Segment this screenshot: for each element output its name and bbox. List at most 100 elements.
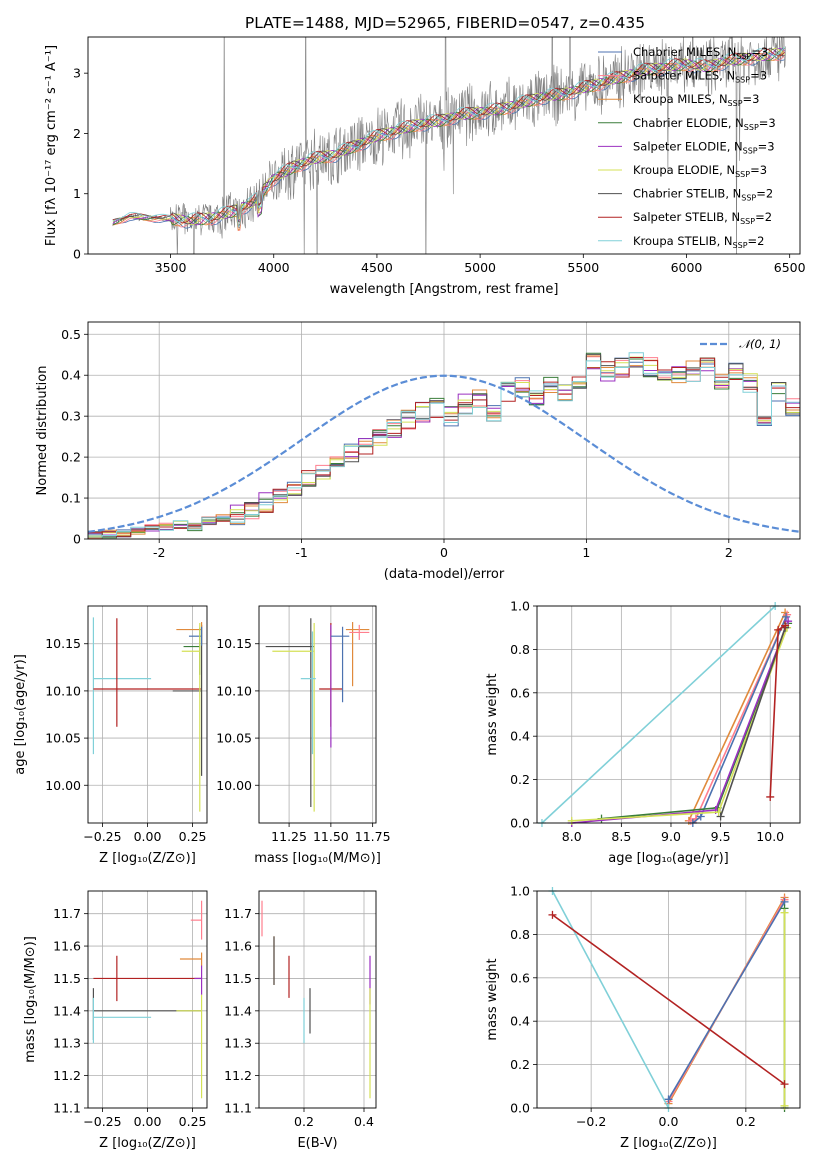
model-line-7 xyxy=(112,48,785,225)
model-line-1 xyxy=(112,52,785,229)
y-axis-label: mass weight xyxy=(485,673,500,755)
x-tick-label: 10.0 xyxy=(756,829,784,844)
y-tick-label: 0.6 xyxy=(510,685,530,700)
x-tick-label: 0 xyxy=(440,545,448,560)
x-tick-label: 11.50 xyxy=(313,829,349,844)
x-tick-label: 9.5 xyxy=(711,829,731,844)
x-tick-label: 0.25 xyxy=(179,829,207,844)
x-tick-label: 2 xyxy=(725,545,733,560)
y-tick-label: 0.0 xyxy=(510,1101,530,1116)
weight-line-1 xyxy=(688,612,786,822)
age_vs_z-frame xyxy=(87,605,208,824)
y-tick-label: 0 xyxy=(73,532,81,547)
x-tick-label: 5500 xyxy=(567,260,599,275)
spectrum-frame xyxy=(87,36,801,255)
y-tick-label: 0.2 xyxy=(510,772,530,787)
y-tick-label: 0 xyxy=(73,247,81,262)
x-tick-label: 8.0 xyxy=(562,829,582,844)
residuals-axes: -2 -1 0 1 2 0 0.1 0.2 0.3 0.4 0.5 (data-model)/erro… xyxy=(35,322,800,582)
y-tick-label: 10.00 xyxy=(45,778,81,793)
x-tick-label: 0.2 xyxy=(294,1114,314,1129)
age_vs_mass-plot xyxy=(265,618,370,812)
mass_vs_z-frame xyxy=(87,890,208,1109)
y-tick-label: 11.5 xyxy=(53,971,81,986)
y-axis-label: mass [log₁₀(M/M⊙)] xyxy=(23,936,38,1063)
y-tick-label: 0.6 xyxy=(510,970,530,985)
weight-line-8 xyxy=(769,624,786,798)
residuals-plot xyxy=(88,352,800,539)
y-tick-label: 11.6 xyxy=(53,939,81,954)
x-tick-label: -2 xyxy=(153,545,165,560)
residual-histogram-9 xyxy=(88,352,800,538)
y-tick-label: 10.10 xyxy=(45,683,81,698)
legend-entry: Kroupa STELIB, NSSP=2 xyxy=(633,234,764,250)
x-axis-label: wavelength [Angstrom, rest frame] xyxy=(330,282,559,297)
weight-marker xyxy=(780,1080,789,1089)
weight-marker xyxy=(784,617,793,626)
weight-marker xyxy=(774,625,783,634)
residual-histogram-7 xyxy=(88,353,800,538)
x-tick-label: 5000 xyxy=(464,260,496,275)
weight-marker xyxy=(567,816,576,825)
weight-marker xyxy=(780,1101,789,1110)
x-tick-label: 0.0 xyxy=(659,1114,679,1129)
y-tick-label: 11.2 xyxy=(53,1068,81,1083)
x-tick-label: 11.75 xyxy=(355,829,391,844)
weight-line-6 xyxy=(571,627,788,822)
age_vs_mass-frame xyxy=(258,605,377,824)
y-tick-label: 0.3 xyxy=(61,409,81,424)
x-tick-label: 4000 xyxy=(258,260,290,275)
model-line-6 xyxy=(112,48,785,226)
y-tick-label: 11.7 xyxy=(224,906,252,921)
mass_vs_z-plot xyxy=(92,900,203,1099)
x-axis-label: E(B-V) xyxy=(297,1136,337,1151)
legend-entry: Salpeter ELODIE, NSSP=3 xyxy=(633,139,775,155)
y-tick-label: 10.10 xyxy=(216,683,252,698)
x-tick-label: 3500 xyxy=(155,260,187,275)
legend-entry: Chabrier STELIB, NSSP=2 xyxy=(633,187,773,203)
legend-entry: Salpeter MILES, NSSP=3 xyxy=(633,69,767,85)
x-axis-label: Z [log₁₀(Z/Z⊙)] xyxy=(620,1136,717,1151)
x-axis-label: (data-model)/error xyxy=(384,567,505,582)
legend-entry: Chabrier MILES, NSSP=3 xyxy=(633,45,768,61)
y-tick-label: 10.00 xyxy=(216,778,252,793)
weight-marker xyxy=(781,621,790,630)
y-tick-label: 11.5 xyxy=(224,971,252,986)
x-tick-label: 4500 xyxy=(361,260,393,275)
y-axis-label: age [log₁₀(age/yr)] xyxy=(13,654,28,775)
x-tick-label: 0.00 xyxy=(134,1114,162,1129)
y-tick-label: 0.0 xyxy=(510,816,530,831)
spectrum-axes: 3500 4000 4500 5000 5500 6000 6500 0 1 2 3 waveleng… xyxy=(44,45,806,297)
gaussian-curve xyxy=(88,374,800,533)
age_vs_z-axes: −0.25 0.00 0.25 10.00 10.05 10.10 10.15 Z [log₁… xyxy=(13,606,207,866)
x-axis-label: mass [log₁₀(M/M⊙)] xyxy=(254,851,381,866)
weight-marker xyxy=(664,1095,673,1104)
age_vs_mass-axes: 11.25 11.50 11.75 10.00 10.05 10.10 10.15 mass … xyxy=(216,606,391,866)
legend-entry: Chabrier ELODIE, NSSP=3 xyxy=(633,116,776,132)
legend-entry: Kroupa MILES, NSSP=3 xyxy=(633,92,759,108)
age_vs_z-plot xyxy=(92,617,203,812)
x-tick-label: 9.0 xyxy=(661,829,681,844)
weight-line-2 xyxy=(690,614,788,822)
y-tick-label: 1.0 xyxy=(510,884,530,899)
y-axis-label: Normed distribution xyxy=(35,366,50,496)
weight_vs_z-plot xyxy=(548,887,789,1112)
y-tick-label: 0.5 xyxy=(61,327,81,342)
y-tick-label: 1.0 xyxy=(510,599,530,614)
weight-line-4 xyxy=(601,623,789,820)
mass_vs_ebv-axes: 0.2 0.4 11.1 11.2 11.3 11.4 11.5 11.6 11.7 E(B-V) xyxy=(224,891,376,1151)
y-tick-label: 11.3 xyxy=(224,1036,252,1051)
y-tick-label: 0.8 xyxy=(510,927,530,942)
weight-line-9 xyxy=(541,605,776,824)
weight-line-7 xyxy=(552,914,785,1085)
residual-histogram-1 xyxy=(88,355,800,535)
legend-entry: 𝒩(0, 1) xyxy=(739,337,781,351)
weight-line-3 xyxy=(667,901,786,1100)
spectrum-plot xyxy=(112,37,786,254)
x-axis-label: Z [log₁₀(Z/Z⊙)] xyxy=(99,1136,196,1151)
y-tick-label: 0.2 xyxy=(510,1057,530,1072)
y-tick-label: 10.05 xyxy=(216,731,252,746)
y-tick-label: 11.4 xyxy=(224,1003,252,1018)
y-axis-label: mass weight xyxy=(485,958,500,1040)
